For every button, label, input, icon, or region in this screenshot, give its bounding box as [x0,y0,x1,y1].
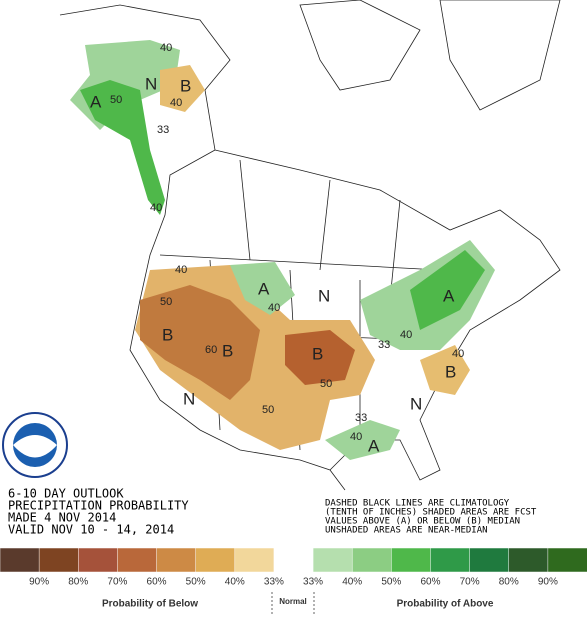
map-label: A [90,92,102,111]
map-label: A [258,279,270,298]
legend-swatch [351,547,393,573]
map-label: A [368,436,380,455]
legend-caption: Probability of Below [102,599,198,610]
map-label: 60 [205,344,217,356]
map-label: B [312,344,323,363]
legend-swatch [195,547,236,573]
legend-label: 33% [303,577,323,588]
map-label: 50 [110,94,122,106]
below-area [160,65,205,112]
above-area [80,80,165,215]
legend-label: 50% [381,577,401,588]
map-label: 40 [350,431,362,443]
map-label: B [180,76,191,95]
title-line: PRECIPITATION PROBABILITY [8,499,189,513]
below-area [140,285,260,400]
legend-label: 33% [264,577,284,588]
legend-swatch [117,547,158,573]
map-label: B [162,325,173,344]
below-area [285,330,355,385]
map-label: 50 [160,296,172,308]
note-line: (TENTH OF INCHES) SHADED AREAS ARE FCST [325,508,537,518]
legend-swatch [38,547,80,573]
legend-label: 60% [147,577,167,588]
legend-swatch [547,547,587,573]
map-label: N [318,286,330,305]
noaa-logo [2,412,68,478]
map-label: 50 [262,404,274,416]
legend-swatch [0,547,40,573]
map-label: 33 [355,412,367,424]
legend-label: 40% [342,577,362,588]
legend-label: 50% [186,577,206,588]
legend-swatch [391,547,432,573]
note-line: UNSHADED AREAS ARE NEAR-MEDIAN [325,526,488,536]
map-label: N [410,394,422,413]
title-line: VALID NOV 10 - 14, 2014 [8,523,174,537]
map-label: 33 [378,339,390,351]
legend-label: 70% [107,577,127,588]
map-label: N [145,74,157,93]
legend-label: 80% [68,577,88,588]
legend-label: 90% [29,577,49,588]
legend-swatch [508,547,549,573]
above-area [410,250,485,330]
legend-swatch [430,547,471,573]
map-label: 50 [320,378,332,390]
legend-swatch [234,547,275,573]
legend-swatch [312,547,353,573]
legend-swatch [156,547,197,573]
legend-label: 70% [460,577,480,588]
legend-label: 40% [225,577,245,588]
shaded-areas [70,40,495,460]
title-line: 6-10 DAY OUTLOOK [8,487,124,501]
map-label: N [183,389,195,408]
legend-swatch [469,547,510,573]
map-label: 33 [157,124,169,136]
note-line: DASHED BLACK LINES ARE CLIMATOLOGY [325,499,510,509]
title-line: MADE 4 NOV 2014 [8,511,116,525]
below-area [420,345,470,395]
note-line: VALUES ABOVE (A) OR BELOW (B) MEDIAN [325,517,520,527]
legend-swatch [273,547,314,573]
legend-caption: Normal [279,597,307,606]
map-label: 40 [170,97,182,109]
legend: 90% 80% 70% 60% 50% 40% 33% 33% 40% 50% 60% 70% 80% 9… [0,547,587,588]
map-label: 40 [268,302,280,314]
legend-caption: Probability of Above [397,599,494,610]
map-label: 40 [452,348,464,360]
map-label: 40 [175,264,187,276]
legend-label: 90% [538,577,558,588]
above-area [230,262,295,315]
legend-label: 80% [499,577,519,588]
above-area [325,420,400,460]
map-label: B [445,362,456,381]
map-label: 40 [160,42,172,54]
legend-swatch [78,547,119,573]
legend-label: 60% [420,577,440,588]
map-label: 40 [150,202,162,214]
map-label: A [443,286,455,305]
map-label: 40 [400,329,412,341]
map-label: B [222,341,233,360]
